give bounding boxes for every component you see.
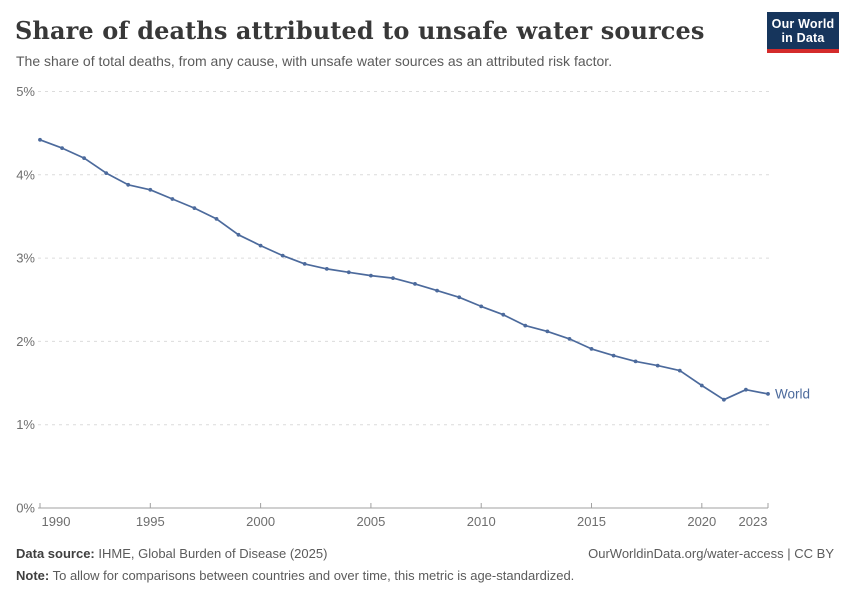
x-tick-label-2010: 2010 <box>467 514 496 529</box>
note-label: Note: <box>16 568 50 583</box>
x-tick-label-2020: 2020 <box>687 514 716 529</box>
chart-title: Share of deaths attributed to unsafe wat… <box>15 16 705 45</box>
data-point-world-1996[interactable] <box>170 197 175 201</box>
line-chart-plot: 0% 1% 2% 3% 4% 5% 1990 1995 2000 2005 2010 2015 2020… <box>16 84 810 529</box>
owid-logo[interactable]: Our World in Data <box>767 12 839 53</box>
y-tick-label-5pct: 5% <box>16 84 35 99</box>
y-tick-label-1pct: 1% <box>16 417 35 432</box>
data-point-world-2005[interactable] <box>369 273 373 278</box>
x-tick-label-2023: 2023 <box>739 514 768 529</box>
data-point-world-1991[interactable] <box>60 146 64 151</box>
data-point-world-1997[interactable] <box>192 206 197 211</box>
x-tick-label-1995: 1995 <box>136 514 165 529</box>
data-point-world-2022[interactable] <box>744 387 748 392</box>
series-label-world[interactable]: World <box>775 386 810 401</box>
note-text: To allow for comparisons between countri… <box>49 568 575 583</box>
y-tick-label-0pct: 0% <box>16 501 35 516</box>
x-tick-label-2000: 2000 <box>246 514 275 529</box>
chart-footer: Data source: IHME, Global Burden of Dise… <box>16 546 834 583</box>
data-point-world-2023[interactable] <box>766 392 770 396</box>
data-point-world-2000[interactable] <box>258 243 263 248</box>
data-point-world-1994[interactable] <box>126 182 131 187</box>
data-source-line: Data source: IHME, Global Burden of Dise… <box>16 546 327 561</box>
owid-logo-line2: in Data <box>781 30 825 45</box>
data-point-world-2010[interactable] <box>479 304 484 309</box>
data-point-world-2007[interactable] <box>413 282 417 286</box>
owid-logo-line1: Our World <box>771 16 835 31</box>
data-point-world-2003[interactable] <box>324 267 329 271</box>
data-point-world-1990[interactable] <box>38 137 42 142</box>
data-point-world-2012[interactable] <box>523 323 528 328</box>
data-point-world-1995[interactable] <box>148 187 153 192</box>
data-point-world-1998[interactable] <box>214 217 219 221</box>
data-point-world-2013[interactable] <box>545 329 550 334</box>
data-point-world-1992[interactable] <box>82 156 86 161</box>
data-point-world-2011[interactable] <box>501 312 506 317</box>
chart-subtitle: The share of total deaths, from any caus… <box>16 53 613 69</box>
data-point-world-2004[interactable] <box>346 270 351 275</box>
data-point-world-2014[interactable] <box>567 337 572 341</box>
x-tick-label-1990: 1990 <box>42 514 71 529</box>
data-point-world-1993[interactable] <box>104 171 109 176</box>
data-point-world-2009[interactable] <box>457 295 462 300</box>
data-point-world-2001[interactable] <box>280 253 285 258</box>
y-tick-label-3pct: 3% <box>16 251 35 266</box>
data-point-world-2008[interactable] <box>435 288 439 293</box>
y-tick-label-4pct: 4% <box>16 167 35 182</box>
data-source-label: Data source: <box>16 546 95 561</box>
data-point-world-2021[interactable] <box>722 397 726 402</box>
x-tick-label-2005: 2005 <box>356 514 385 529</box>
note-line: Note: To allow for comparisons between c… <box>16 568 834 583</box>
data-point-world-2006[interactable] <box>391 276 395 280</box>
data-point-world-2020[interactable] <box>699 383 704 388</box>
data-point-world-2017[interactable] <box>633 359 638 364</box>
data-source-text: IHME, Global Burden of Disease (2025) <box>94 546 328 561</box>
x-tick-label-2015: 2015 <box>577 514 606 529</box>
data-point-world-2002[interactable] <box>302 262 307 266</box>
data-point-world-2019[interactable] <box>677 368 682 373</box>
data-point-world-2015[interactable] <box>589 347 594 351</box>
y-tick-label-2pct: 2% <box>16 334 35 349</box>
data-point-world-2016[interactable] <box>611 353 616 358</box>
owid-url-link[interactable]: OurWorldinData.org/water-access | CC BY <box>588 546 834 561</box>
series-line-world[interactable] <box>39 138 769 401</box>
data-point-world-1999[interactable] <box>236 232 241 237</box>
data-point-world-2018[interactable] <box>655 363 660 368</box>
